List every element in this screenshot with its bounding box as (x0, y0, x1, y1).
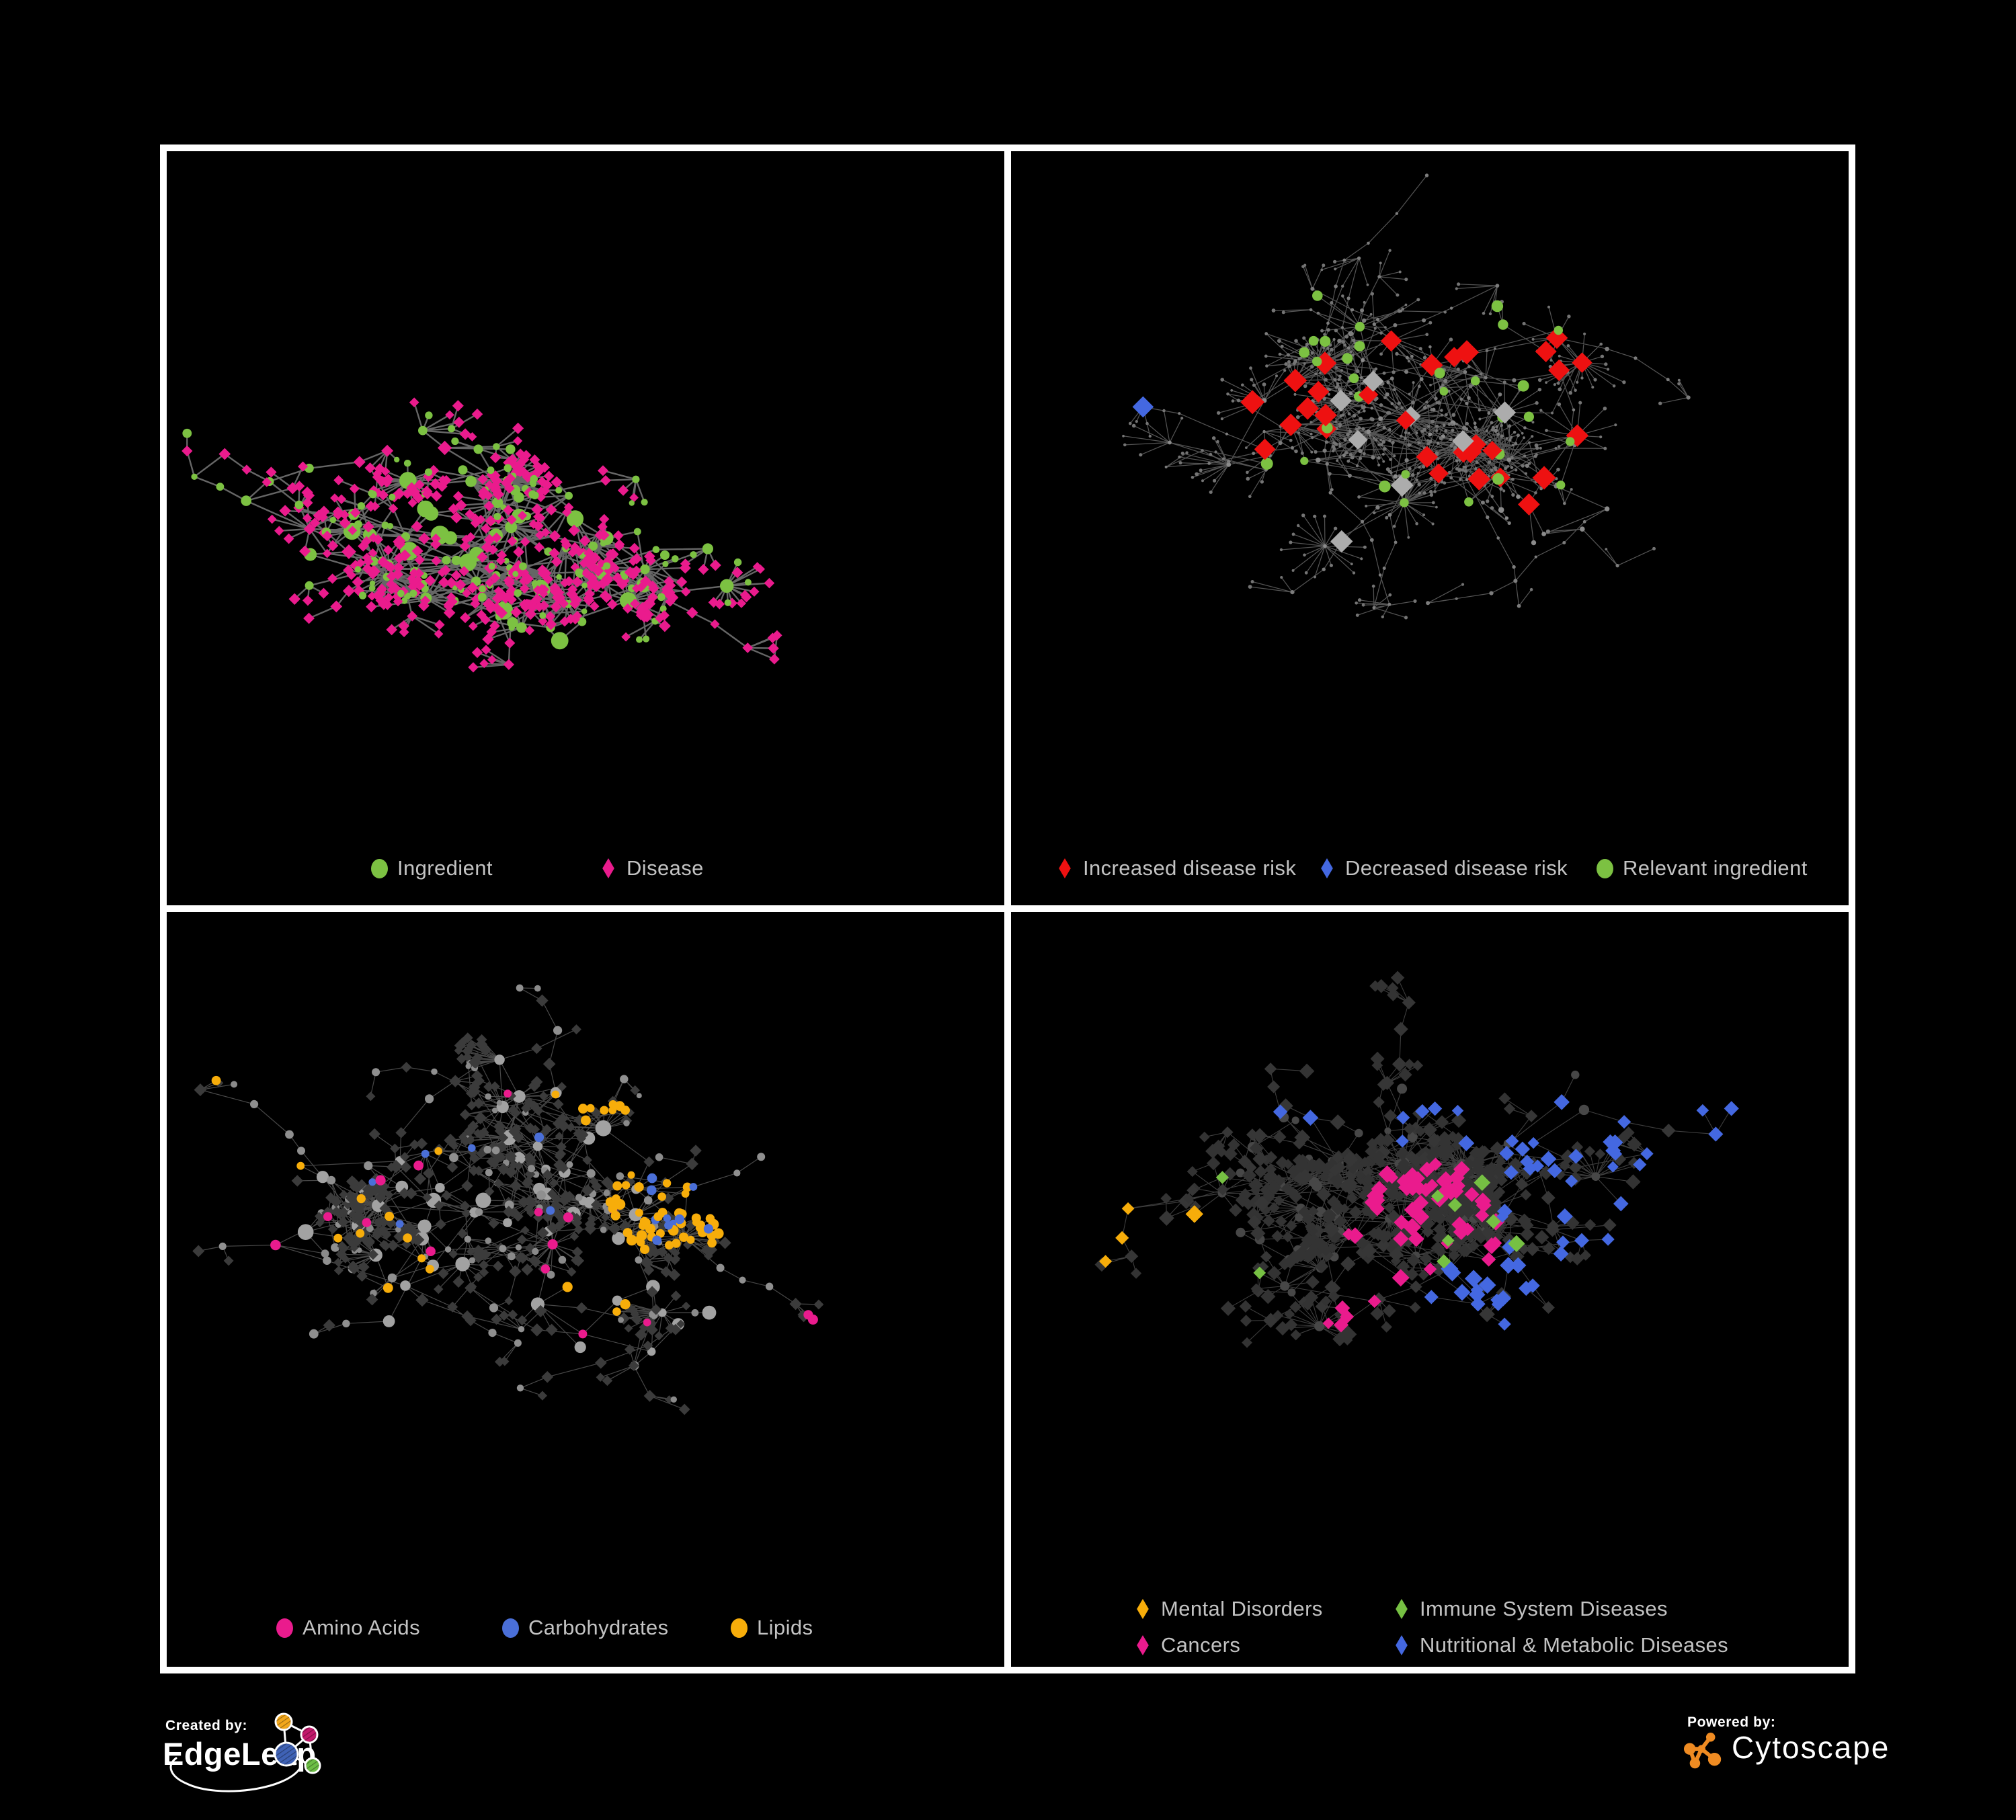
legend-item-disease: Disease (600, 856, 704, 880)
legend-item-increased-risk: Increased disease risk (1056, 856, 1297, 880)
legend-item-decreased-risk: Decreased disease risk (1318, 856, 1568, 880)
legend-marker-cancers (1137, 1635, 1149, 1655)
legend-label-mental-disorders: Mental Disorders (1161, 1597, 1323, 1620)
legend-label-amino-acids: Amino Acids (303, 1616, 420, 1639)
legend-label-ingredient: Ingredient (397, 856, 493, 880)
legend-label-lipids: Lipids (757, 1616, 813, 1639)
created-by-label: Created by: (165, 1718, 248, 1733)
edgeleap-credit: Created by: EdgeLeap (161, 1712, 417, 1820)
legend-item-immune-diseases: Immune System Diseases (1393, 1597, 1668, 1620)
legend-marker-disease (602, 858, 614, 878)
panel-disease-risk: Increased disease risk Decreased disease… (1011, 151, 1849, 905)
legend-label-increased-risk: Increased disease risk (1083, 856, 1297, 880)
panel-ingredient-disease: Ingredient Disease (167, 151, 1004, 905)
network-disease-classes (1094, 970, 1739, 1348)
cytoscape-icon-nodes (1683, 1732, 1722, 1769)
cytoscape-credit: Powered by: Cytoscape (1682, 1710, 1964, 1805)
legend-label-disease: Disease (627, 856, 704, 880)
legend-item-nutritional-metabolic: Nutritional & Metabolic Diseases (1393, 1633, 1729, 1657)
legend-item-amino-acids: Amino Acids (276, 1616, 420, 1639)
legend-item-cancers: Cancers (1134, 1633, 1241, 1657)
legend-marker-mental-disorders (1137, 1599, 1149, 1619)
legend-marker-ingredient (371, 858, 388, 878)
legend-item-mental-disorders: Mental Disorders (1134, 1597, 1323, 1620)
network-ingredient-disease (182, 397, 782, 673)
legend-marker-nutritional-metabolic (1396, 1635, 1408, 1655)
legend-label-cancers: Cancers (1161, 1633, 1241, 1657)
legend-item-relevant-ingredient: Relevant ingredient (1597, 856, 1808, 880)
network-nutrient-classes (192, 984, 824, 1415)
legend-marker-increased-risk (1059, 858, 1071, 878)
legend-item-ingredient: Ingredient (371, 856, 493, 880)
cytoscape-wordmark: Cytoscape (1732, 1730, 1890, 1765)
panel-disease-classes: Mental Disorders Immune System Diseases … (1011, 912, 1849, 1667)
legend-marker-amino-acids (276, 1618, 293, 1638)
legend-marker-immune-diseases (1396, 1599, 1408, 1619)
legend-label-carbohydrates: Carbohydrates (528, 1616, 669, 1639)
edgeleap-swoosh (169, 1757, 302, 1792)
edgeleap-logo (169, 1712, 321, 1792)
powered-by-label: Powered by: (1687, 1714, 1776, 1730)
legend-marker-carbohydrates (502, 1618, 519, 1638)
legend-label-relevant-ingredient: Relevant ingredient (1623, 856, 1808, 880)
legend-item-carbohydrates: Carbohydrates (502, 1616, 669, 1639)
legend-label-immune-diseases: Immune System Diseases (1420, 1597, 1668, 1620)
legend-marker-relevant-ingredient (1597, 858, 1613, 878)
network-disease-risk (1122, 173, 1691, 620)
cytoscape-icon (1683, 1732, 1722, 1769)
legend-label-decreased-risk: Decreased disease risk (1345, 856, 1568, 880)
edgeleap-logo-hatch (276, 1714, 319, 1772)
legend-label-nutritional-metabolic: Nutritional & Metabolic Diseases (1420, 1633, 1729, 1657)
legend-marker-decreased-risk (1321, 858, 1333, 878)
legend-item-lipids: Lipids (731, 1616, 813, 1639)
panel-grid: Ingredient Disease Increased disease ris… (160, 144, 1855, 1673)
legend-marker-lipids (731, 1618, 748, 1638)
panel-nutrient-classes: Amino Acids Carbohydrates Lipids (167, 912, 1004, 1667)
